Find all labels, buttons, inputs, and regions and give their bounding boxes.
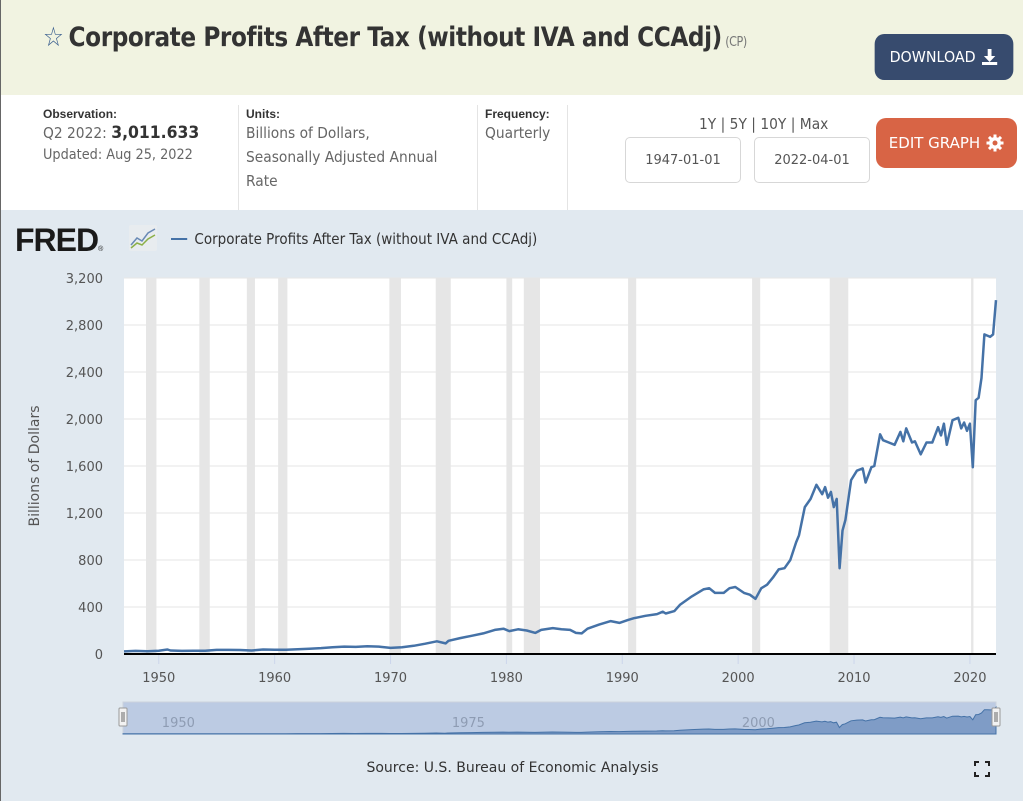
range-max[interactable]: Max	[799, 115, 829, 133]
legend-label: Corporate Profits After Tax (without IVA…	[194, 230, 538, 248]
range-links: 1Y | 5Y | 10Y | Max	[699, 115, 828, 133]
fullscreen-icon[interactable]	[974, 761, 990, 777]
series-title: Corporate Profits After Tax (without IVA…	[68, 22, 723, 53]
divider	[567, 105, 568, 210]
x-tick-label: 1990	[606, 671, 639, 686]
y-tick-label: 2,800	[66, 319, 103, 334]
x-tick-label: 2010	[837, 671, 870, 686]
x-tick-label: 1970	[374, 671, 407, 686]
units-line3: Rate	[246, 172, 278, 190]
start-date-input[interactable]: 1947-01-01	[625, 137, 741, 183]
units-block: Units: Billions of Dollars, Seasonally A…	[246, 107, 454, 193]
star-outline-icon[interactable]: ☆	[43, 22, 64, 53]
x-tick-label: 1960	[258, 671, 291, 686]
fred-logo-text: FRED	[15, 222, 99, 258]
download-button[interactable]: DOWNLOAD	[874, 34, 1014, 80]
chart-source: Source: U.S. Bureau of Economic Analysis	[366, 760, 659, 776]
series-meta: Observation: Q2 2022: 3,011.633 Updated:…	[1, 95, 1023, 210]
fred-logo[interactable]: FRED®	[15, 222, 103, 259]
legend-swatch	[171, 238, 188, 240]
y-tick-label: 800	[78, 554, 103, 569]
edit-graph-button[interactable]: EDIT GRAPH	[876, 118, 1017, 168]
fred-graph-icon	[129, 225, 157, 251]
navigator-label: 1950	[162, 716, 195, 731]
units-line2: Seasonally Adjusted Annual	[246, 148, 438, 166]
observation-block: Observation: Q2 2022: 3,011.633 Updated:…	[43, 107, 213, 163]
divider	[477, 105, 478, 210]
y-tick-label: 400	[78, 601, 103, 616]
observation-value-line: Q2 2022: 3,011.633	[43, 121, 199, 145]
series-code: (CP)	[725, 35, 747, 50]
units-label: Units:	[246, 107, 280, 121]
range-5y[interactable]: 5Y	[729, 115, 747, 133]
navigator-series-area	[122, 705, 997, 735]
updated-date: Updated: Aug 25, 2022	[43, 147, 193, 163]
y-axis-label: Billions of Dollars	[27, 405, 43, 526]
divider	[238, 105, 239, 210]
frequency-label: Frequency:	[485, 107, 550, 121]
download-label: DOWNLOAD	[889, 48, 976, 66]
range-10y[interactable]: 10Y	[760, 115, 787, 133]
observation-label: Observation:	[43, 107, 118, 121]
chart-container: FRED® Corporate Profits After Tax (witho…	[1, 210, 1023, 801]
navigator-label: 1975	[452, 716, 485, 731]
y-tick-label: 1,200	[66, 507, 103, 522]
separator: |	[751, 115, 756, 133]
range-1y[interactable]: 1Y	[699, 115, 717, 133]
x-tick-label: 1950	[142, 671, 175, 686]
registered-mark: ®	[98, 246, 103, 253]
handle-body[interactable]	[991, 707, 1001, 727]
navigator-handle-right[interactable]	[991, 707, 1001, 727]
y-tick-label: 2,400	[66, 366, 103, 381]
observation-period: Q2 2022:	[43, 124, 107, 142]
frequency-value: Quarterly	[485, 124, 551, 142]
observation-value: 3,011.633	[111, 123, 200, 143]
edit-graph-label: EDIT GRAPH	[888, 134, 981, 152]
series-line[interactable]	[123, 299, 998, 653]
separator: |	[790, 115, 796, 133]
handle-body[interactable]	[118, 707, 128, 727]
x-tick-label: 2000	[722, 671, 755, 686]
end-date-input[interactable]: 2022-04-01	[754, 137, 870, 183]
chart-legend[interactable]: Corporate Profits After Tax (without IVA…	[171, 230, 537, 248]
navigator-label: 2000	[742, 716, 775, 731]
y-tick-label: 2,000	[66, 413, 103, 428]
frequency-block: Frequency: Quarterly	[485, 107, 556, 145]
units-line1: Billions of Dollars,	[246, 124, 370, 142]
navigator-handle-left[interactable]	[118, 707, 128, 727]
page-header: ☆ Corporate Profits After Tax (without IV…	[1, 0, 1023, 95]
x-tick-label: 2020	[953, 671, 986, 686]
line-chart[interactable]: 0 400 800 1,200 1,600 2,000 2,400 2,800 3,200 Bil…	[1, 210, 1023, 801]
y-tick-label: 3,200	[66, 272, 103, 287]
y-tick-label: 1,600	[66, 460, 103, 475]
x-tick-label: 1980	[490, 671, 523, 686]
separator: |	[720, 115, 726, 133]
page-title: ☆ Corporate Profits After Tax (without IV…	[43, 22, 747, 53]
download-icon	[982, 49, 998, 65]
y-tick-label: 0	[95, 648, 103, 663]
gear-icon	[986, 134, 1004, 152]
